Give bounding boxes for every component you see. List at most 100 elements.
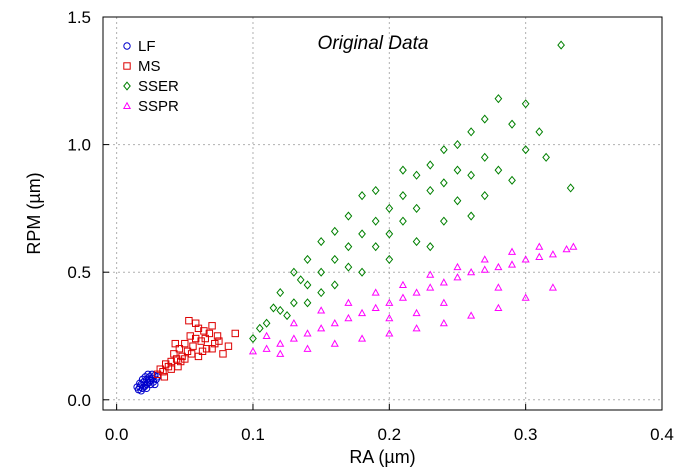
sspr-point (330, 319, 339, 327)
sser-point (467, 211, 475, 221)
sser-point (262, 318, 271, 328)
series-lf (133, 370, 162, 395)
sser-point (399, 216, 407, 226)
ms-point (177, 357, 185, 366)
sser-point (269, 303, 278, 313)
ms-point (172, 355, 181, 363)
sspr-point (467, 311, 476, 319)
sspr-point (412, 308, 421, 317)
sspr-point (535, 242, 544, 250)
sspr-point (385, 313, 394, 322)
x-tick-label: 0.0 (105, 425, 129, 444)
lf-point (144, 370, 152, 378)
sspr-point (412, 324, 421, 332)
legend-label-sspr: SSPR (138, 98, 179, 115)
ms-point (192, 334, 200, 343)
sspr-point (357, 308, 367, 317)
ms-point (171, 339, 179, 348)
sser-point (412, 236, 421, 247)
ms-point (192, 319, 200, 327)
y-axis-title: RPM (µm) (24, 172, 44, 254)
series-sspr (248, 242, 578, 357)
sser-point (439, 178, 448, 188)
sspr-point (262, 344, 271, 352)
sspr-point (412, 288, 421, 296)
sser-point (385, 203, 394, 213)
sser-point (426, 185, 435, 196)
sser-point (290, 298, 298, 308)
plot-frame (102, 16, 663, 411)
sser-point (385, 254, 394, 265)
sspr-point (262, 331, 271, 340)
sser-point (566, 183, 575, 193)
sser-point (330, 280, 339, 290)
sser-point (399, 191, 407, 201)
ms-point (189, 342, 197, 350)
sser-point (467, 170, 475, 180)
ms-point (183, 347, 192, 356)
sser-point (330, 254, 339, 265)
ms-point (175, 345, 184, 353)
ms-point (198, 347, 207, 356)
y-tick-label: 1.5 (67, 8, 91, 27)
legend-label-sser: SSER (138, 78, 179, 95)
sser-point (358, 191, 366, 201)
sspr-point (248, 347, 258, 355)
sspr-point (398, 280, 408, 289)
ms-point (181, 339, 189, 348)
legend-marker-sser (123, 81, 131, 91)
sspr-point (289, 334, 298, 342)
sspr-point (535, 252, 544, 260)
sspr-point (548, 250, 557, 258)
sser-point (399, 165, 407, 175)
lf-point (151, 380, 159, 389)
series-sser (249, 40, 575, 344)
legend: LF MS SSER SSPR (122, 38, 179, 115)
sspr-point (467, 267, 476, 276)
y-tick-label: 0.5 (67, 263, 91, 282)
sspr-point (371, 303, 380, 311)
legend-label-lf: LF (138, 38, 156, 55)
sser-point (371, 242, 380, 252)
sser-point (467, 127, 475, 137)
legend-label-ms: MS (138, 58, 161, 75)
sspr-point (398, 293, 408, 301)
sser-point (385, 229, 394, 239)
sser-point (330, 226, 339, 236)
sspr-point (426, 270, 435, 278)
sser-point (276, 288, 285, 298)
sspr-point (317, 306, 326, 314)
sspr-point (317, 324, 326, 332)
sspr-point (276, 339, 285, 347)
lf-point (133, 383, 141, 391)
ms-point (213, 332, 222, 340)
sser-point (453, 196, 462, 206)
y-tick-label: 1.0 (67, 136, 91, 155)
ms-point (215, 337, 223, 345)
sser-point (439, 145, 448, 155)
x-tick-label: 0.2 (377, 425, 401, 444)
grid-lines (103, 17, 662, 410)
ms-point (159, 368, 167, 376)
sser-point (371, 216, 380, 226)
sser-point (494, 94, 503, 104)
plot-points (133, 40, 578, 395)
sspr-point (494, 262, 503, 271)
sspr-point (371, 288, 380, 296)
sser-point (290, 267, 298, 277)
x-tick-label: 0.1 (241, 425, 265, 444)
sspr-point (385, 329, 394, 337)
sser-point (283, 311, 291, 321)
series-ms (153, 316, 239, 381)
sspr-point (344, 298, 353, 306)
sser-point (412, 203, 421, 213)
ms-point (194, 352, 203, 361)
sspr-point (289, 319, 298, 327)
sser-point (358, 267, 366, 277)
sspr-point (426, 283, 435, 291)
sser-point (296, 275, 305, 285)
sser-point (317, 267, 326, 277)
lf-point (142, 384, 151, 393)
sspr-point (521, 293, 530, 301)
